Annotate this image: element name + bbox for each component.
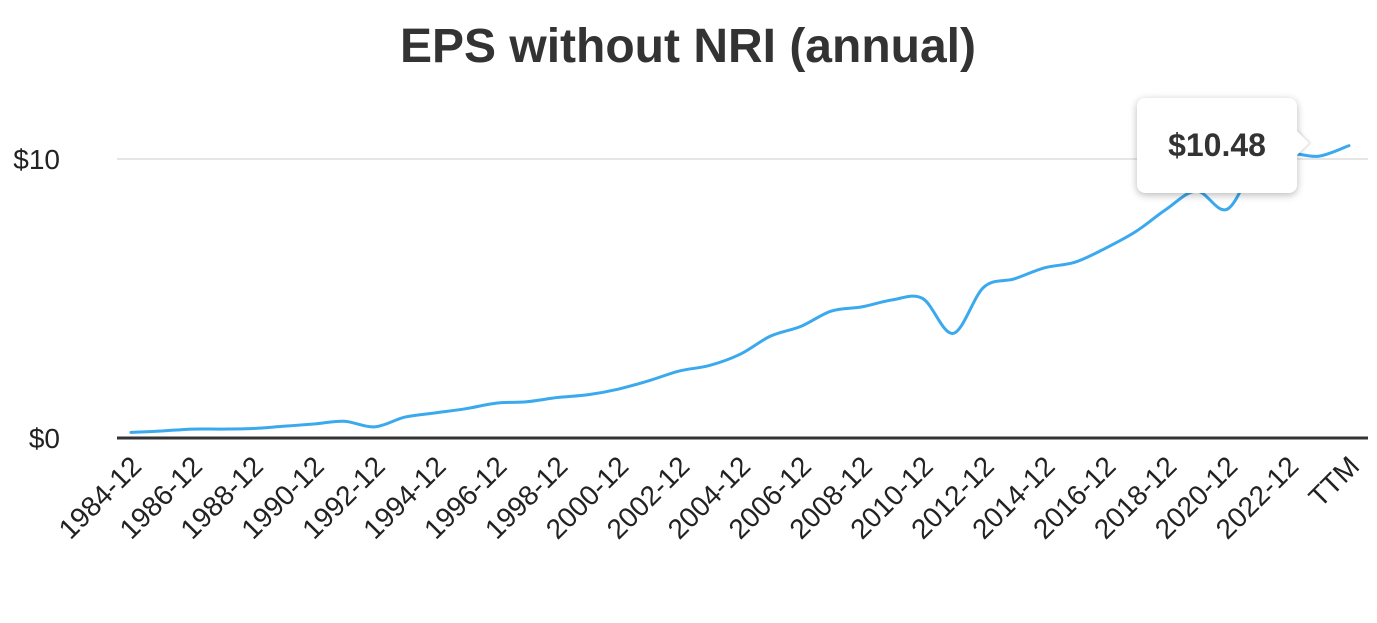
value-tooltip: $10.48 xyxy=(1137,98,1309,193)
x-tick-label: TTM xyxy=(1303,450,1366,513)
eps-series-line xyxy=(129,144,1351,434)
y-tick-label: $0 xyxy=(29,423,60,454)
tooltip-value: $10.48 xyxy=(1168,127,1266,163)
y-tick-label: $10 xyxy=(13,144,60,175)
x-axis: 1984-121986-121988-121990-121992-121994-… xyxy=(53,450,1366,545)
grid-layer xyxy=(117,158,1368,440)
y-axis: $0 $10 xyxy=(13,144,60,454)
chart-title: EPS without NRI (annual) xyxy=(400,20,976,73)
tooltip-arrow xyxy=(1296,130,1309,156)
line-layer xyxy=(129,144,1351,434)
